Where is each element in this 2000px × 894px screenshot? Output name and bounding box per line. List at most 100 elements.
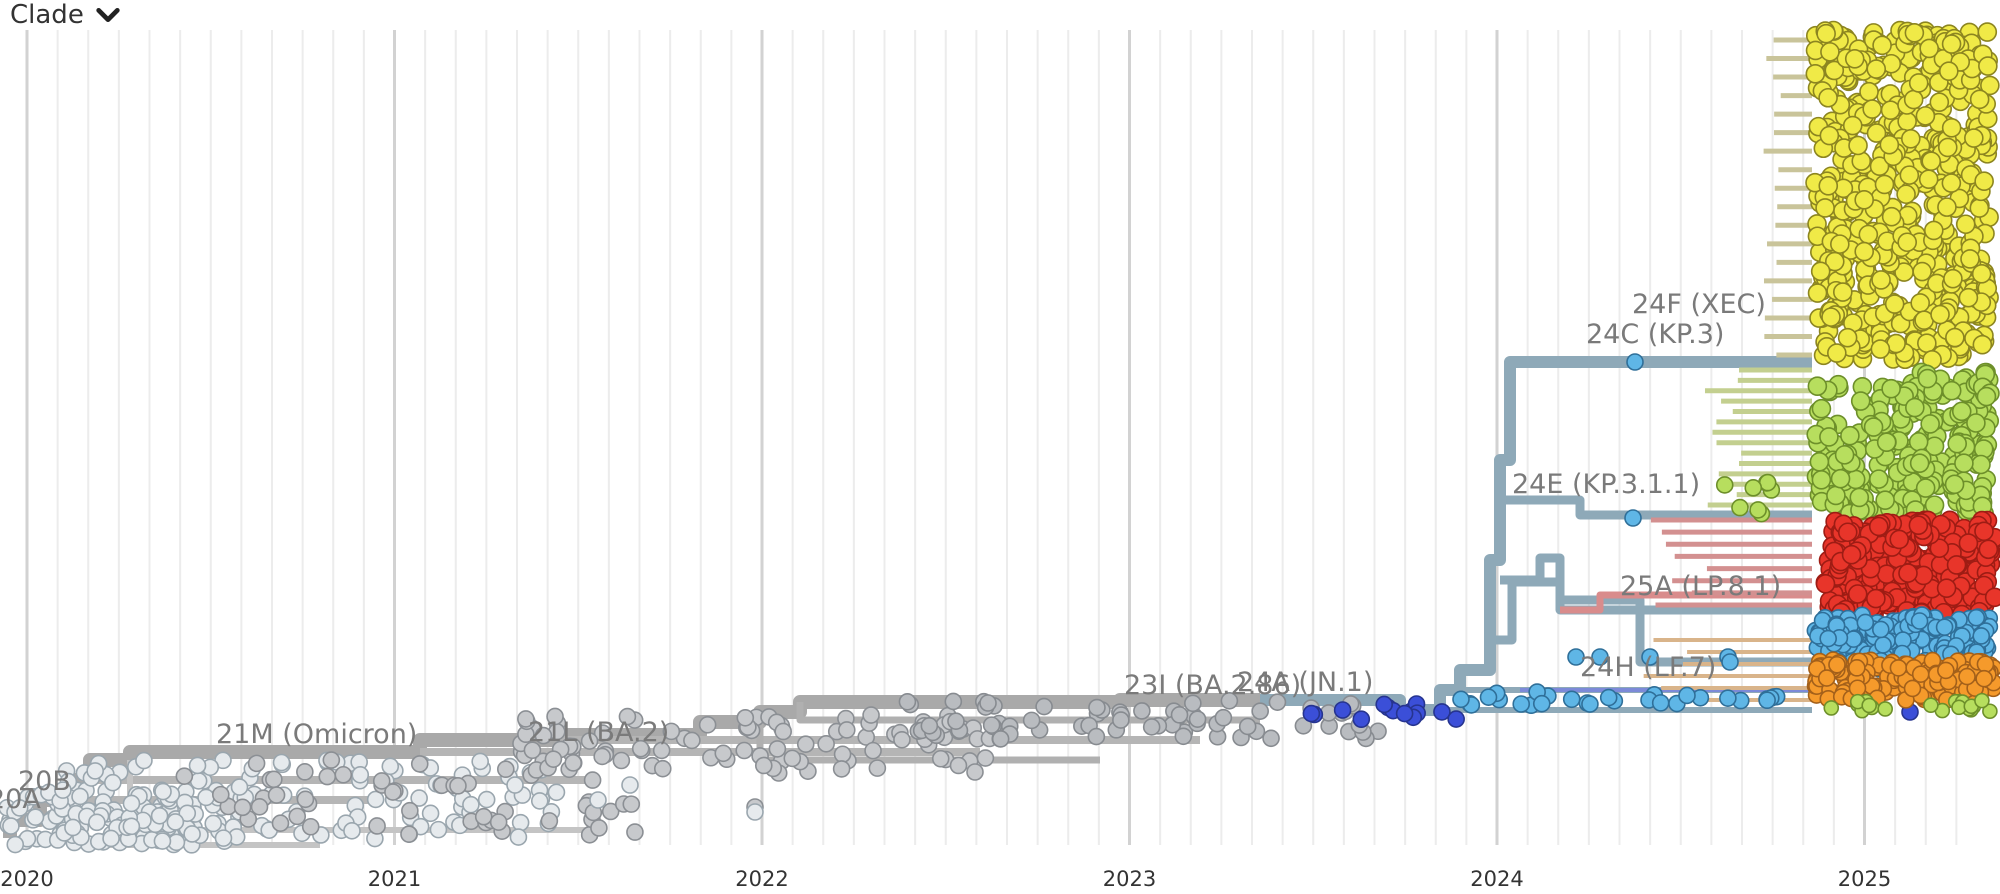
- tip[interactable]: [1923, 220, 1944, 241]
- tip[interactable]: [1819, 125, 1840, 146]
- tip[interactable]: [1944, 474, 1965, 495]
- tip[interactable]: [230, 778, 249, 796]
- tip[interactable]: [1848, 135, 1868, 156]
- tip[interactable]: [1819, 427, 1839, 447]
- tip[interactable]: [1238, 717, 1257, 736]
- tip[interactable]: [1807, 376, 1828, 396]
- tip[interactable]: [511, 813, 530, 832]
- tip[interactable]: [1333, 701, 1352, 719]
- tip[interactable]: [1567, 648, 1585, 666]
- tip[interactable]: [1917, 333, 1937, 354]
- tip[interactable]: [783, 749, 802, 768]
- tip[interactable]: [1815, 198, 1835, 218]
- tip[interactable]: [1035, 697, 1053, 716]
- tip[interactable]: [1854, 190, 1874, 210]
- tip[interactable]: [1871, 620, 1890, 639]
- tip[interactable]: [564, 754, 583, 772]
- tip[interactable]: [154, 782, 172, 801]
- tip[interactable]: [1395, 704, 1414, 723]
- tip[interactable]: [1960, 249, 1980, 269]
- tip[interactable]: [1899, 165, 1920, 185]
- tip[interactable]: [1849, 487, 1870, 508]
- tip[interactable]: [1591, 648, 1609, 666]
- tip[interactable]: [1984, 587, 2000, 608]
- tip[interactable]: [429, 820, 448, 839]
- tip[interactable]: [698, 716, 717, 734]
- tip[interactable]: [86, 762, 104, 780]
- tip[interactable]: [1581, 695, 1599, 713]
- tip[interactable]: [868, 759, 887, 777]
- tip[interactable]: [384, 783, 402, 801]
- tip[interactable]: [1854, 241, 1875, 262]
- tip[interactable]: [2, 817, 20, 835]
- tip[interactable]: [122, 794, 141, 813]
- tip[interactable]: [1848, 659, 1866, 677]
- tip[interactable]: [322, 751, 341, 769]
- tip[interactable]: [1815, 574, 1836, 594]
- tip[interactable]: [544, 750, 563, 768]
- tip[interactable]: [612, 751, 631, 770]
- tip[interactable]: [631, 739, 650, 758]
- tip[interactable]: [1871, 270, 1891, 290]
- tip[interactable]: [471, 752, 489, 771]
- tip[interactable]: [991, 730, 1010, 748]
- tip[interactable]: [1918, 169, 1939, 190]
- tip[interactable]: [233, 798, 252, 817]
- tip[interactable]: [1915, 478, 1936, 498]
- tip[interactable]: [88, 813, 106, 832]
- tip[interactable]: [1967, 608, 1986, 627]
- tip[interactable]: [589, 791, 607, 809]
- tip[interactable]: [944, 692, 963, 711]
- tip[interactable]: [621, 776, 639, 794]
- tip[interactable]: [1976, 386, 1997, 407]
- tip[interactable]: [1971, 264, 1992, 284]
- tip[interactable]: [1866, 59, 1887, 79]
- tip[interactable]: [1811, 470, 1832, 490]
- tip[interactable]: [1946, 555, 1967, 575]
- tip[interactable]: [1826, 485, 1846, 506]
- tip[interactable]: [1844, 49, 1865, 69]
- tip[interactable]: [1880, 100, 1901, 120]
- tip[interactable]: [1872, 35, 1892, 56]
- tip[interactable]: [135, 751, 153, 770]
- tip[interactable]: [1876, 432, 1897, 452]
- tip[interactable]: [1908, 73, 1929, 93]
- tip[interactable]: [1941, 173, 1962, 193]
- tip[interactable]: [1251, 702, 1269, 720]
- tip[interactable]: [1859, 81, 1879, 102]
- tip[interactable]: [506, 776, 524, 794]
- tip[interactable]: [1904, 22, 1925, 43]
- tip[interactable]: [976, 749, 995, 767]
- tip[interactable]: [652, 741, 671, 760]
- tip[interactable]: [1982, 703, 1998, 720]
- tip[interactable]: [1087, 727, 1106, 746]
- tip[interactable]: [864, 741, 882, 760]
- tip[interactable]: [523, 741, 542, 760]
- tip[interactable]: [1947, 433, 1968, 454]
- tip[interactable]: [1874, 174, 1895, 195]
- tip[interactable]: [1929, 538, 1950, 559]
- tip[interactable]: [1821, 307, 1841, 327]
- tip[interactable]: [1841, 544, 1862, 565]
- tip[interactable]: [1969, 89, 1990, 110]
- tip[interactable]: [580, 732, 599, 750]
- tip[interactable]: [653, 759, 672, 778]
- tip[interactable]: [1749, 501, 1767, 519]
- tip[interactable]: [1512, 695, 1531, 713]
- tip[interactable]: [540, 812, 559, 830]
- tip[interactable]: [1869, 156, 1890, 176]
- tip[interactable]: [534, 726, 553, 745]
- tip[interactable]: [366, 790, 385, 809]
- tip[interactable]: [1903, 89, 1924, 110]
- tip[interactable]: [947, 712, 965, 731]
- tip[interactable]: [1935, 618, 1954, 636]
- tip[interactable]: [1879, 134, 1900, 155]
- tip[interactable]: [343, 822, 361, 840]
- tip[interactable]: [1824, 251, 1845, 272]
- tip[interactable]: [1805, 64, 1826, 84]
- tip[interactable]: [1896, 184, 1916, 205]
- tip[interactable]: [372, 772, 391, 790]
- tip[interactable]: [1842, 115, 1863, 136]
- tip[interactable]: [1919, 38, 1939, 59]
- tip[interactable]: [462, 795, 480, 814]
